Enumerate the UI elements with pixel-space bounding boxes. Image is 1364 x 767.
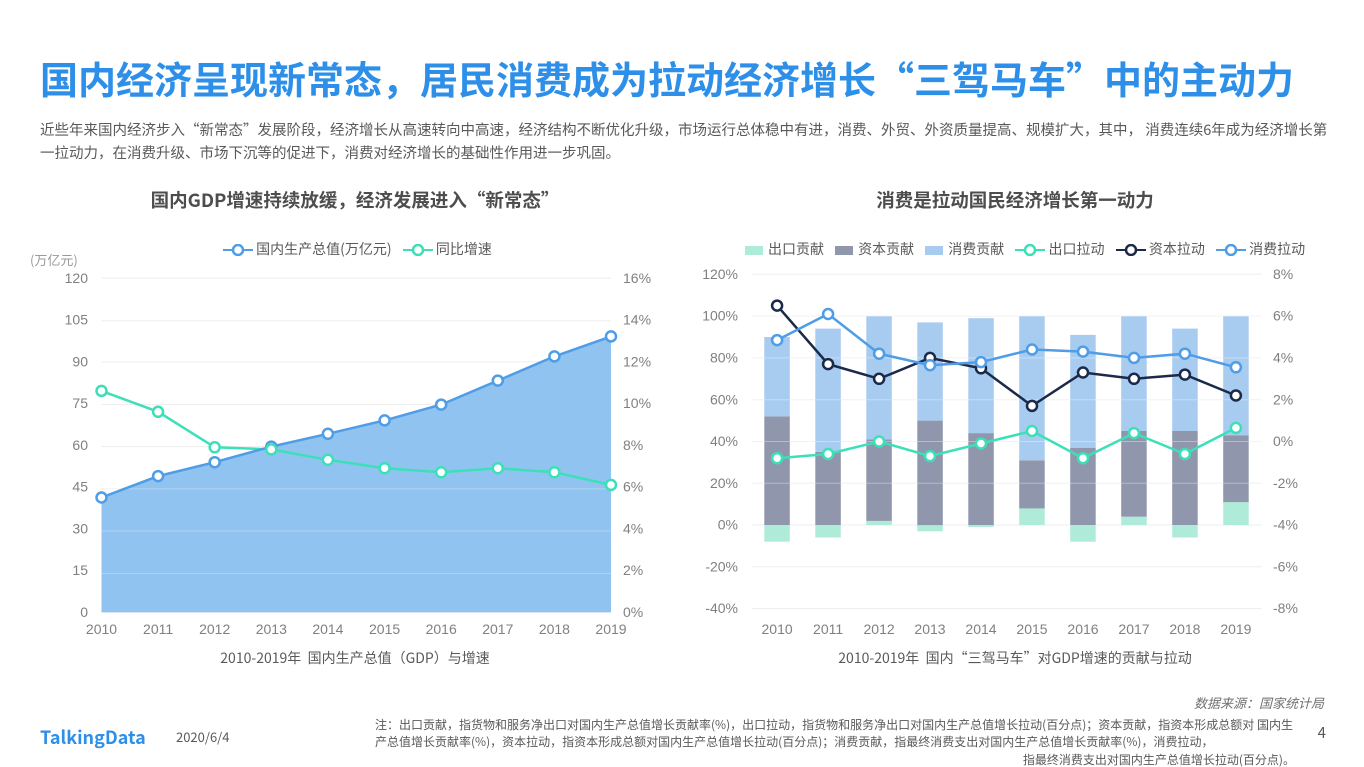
svg-text:2%: 2%	[1273, 391, 1293, 407]
svg-text:2014: 2014	[312, 621, 343, 637]
svg-text:2015: 2015	[1016, 621, 1047, 637]
svg-text:20%: 20%	[710, 475, 738, 491]
svg-text:30: 30	[72, 520, 88, 536]
svg-text:12%: 12%	[623, 353, 651, 369]
svg-text:2010: 2010	[86, 621, 117, 637]
svg-text:2013: 2013	[914, 621, 945, 637]
svg-text:-40%: -40%	[705, 600, 738, 616]
svg-text:100%: 100%	[702, 308, 738, 324]
svg-text:40%: 40%	[710, 433, 738, 449]
svg-text:10%: 10%	[623, 395, 651, 411]
svg-text:0: 0	[80, 604, 88, 620]
svg-text:-6%: -6%	[1273, 558, 1298, 574]
svg-text:60: 60	[72, 437, 88, 453]
svg-text:2011: 2011	[143, 621, 173, 637]
svg-text:2016: 2016	[1067, 621, 1098, 637]
svg-text:-4%: -4%	[1273, 517, 1298, 533]
svg-text:120: 120	[65, 270, 89, 286]
svg-text:8%: 8%	[623, 437, 643, 453]
svg-text:-8%: -8%	[1273, 600, 1298, 616]
svg-text:2017: 2017	[482, 621, 513, 637]
svg-text:2012: 2012	[199, 621, 230, 637]
svg-text:105: 105	[65, 312, 89, 328]
svg-text:2018: 2018	[1169, 621, 1200, 637]
svg-text:0%: 0%	[718, 517, 738, 533]
svg-text:2013: 2013	[256, 621, 287, 637]
svg-text:-20%: -20%	[705, 558, 738, 574]
svg-text:2018: 2018	[539, 621, 570, 637]
svg-text:45: 45	[72, 479, 88, 495]
svg-text:0%: 0%	[1273, 433, 1293, 449]
svg-text:80%: 80%	[710, 350, 738, 366]
svg-text:2010: 2010	[762, 621, 793, 637]
svg-text:0%: 0%	[623, 604, 643, 620]
svg-text:2019: 2019	[595, 621, 626, 637]
svg-text:120%: 120%	[702, 266, 738, 282]
svg-text:8%: 8%	[1273, 266, 1293, 282]
svg-text:6%: 6%	[1273, 308, 1293, 324]
svg-text:2019: 2019	[1220, 621, 1251, 637]
svg-text:4%: 4%	[623, 520, 643, 536]
svg-text:2011: 2011	[813, 621, 843, 637]
svg-text:4%: 4%	[1273, 350, 1293, 366]
svg-text:90: 90	[72, 353, 88, 369]
svg-text:2015: 2015	[369, 621, 400, 637]
svg-text:2012: 2012	[864, 621, 895, 637]
svg-text:16%: 16%	[623, 270, 651, 286]
svg-text:15: 15	[72, 562, 88, 578]
svg-text:75: 75	[72, 395, 88, 411]
svg-text:-2%: -2%	[1273, 475, 1298, 491]
svg-text:60%: 60%	[710, 391, 738, 407]
svg-text:14%: 14%	[623, 312, 651, 328]
svg-text:2016: 2016	[426, 621, 457, 637]
svg-text:6%: 6%	[623, 479, 643, 495]
svg-text:2014: 2014	[965, 621, 996, 637]
svg-text:2017: 2017	[1118, 621, 1149, 637]
svg-text:2%: 2%	[623, 562, 643, 578]
